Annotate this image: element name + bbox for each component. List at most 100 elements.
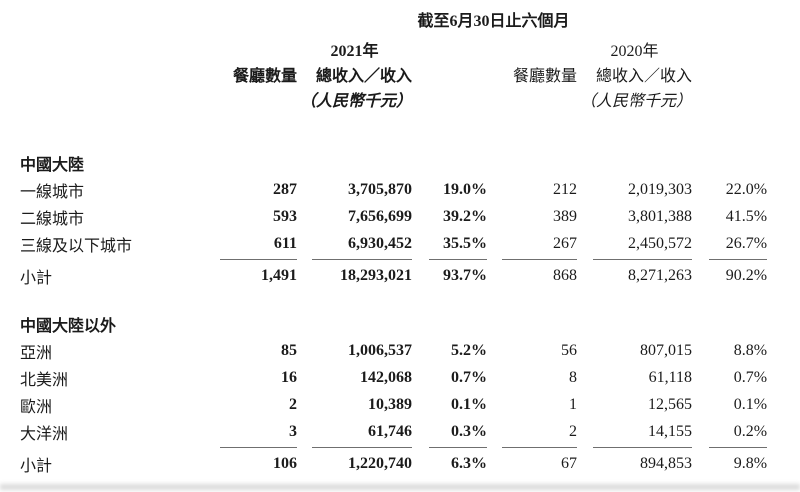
subtotal-rule-line bbox=[429, 447, 487, 448]
subtotal-rule-line bbox=[709, 447, 768, 448]
subtotal-rule-cell bbox=[412, 445, 487, 450]
row-label: 二線城市 bbox=[20, 210, 85, 228]
cell-restaurants-2020: 2 bbox=[569, 422, 577, 440]
subtotal-rule-cell bbox=[487, 257, 577, 262]
empty-cell bbox=[20, 0, 220, 36]
empty-cell bbox=[20, 62, 220, 86]
cell-restaurants-2021: 3 bbox=[289, 422, 297, 440]
empty-cell bbox=[20, 86, 220, 112]
cell-restaurants-2021: 593 bbox=[273, 207, 297, 225]
cell-revenue-pct-2021: 0.1% bbox=[451, 395, 487, 413]
subtotal-rule-cell bbox=[297, 445, 412, 450]
subtotal-restaurants-2021: 106 bbox=[273, 454, 297, 472]
cell-revenue-pct-2021: 19.0% bbox=[443, 180, 487, 198]
subtotal-revenue-2021: 1,220,740 bbox=[348, 454, 412, 472]
empty-cell bbox=[487, 86, 577, 112]
section-header: 中國大陸 bbox=[20, 157, 85, 174]
header-revenue-2020: 總收入／收入 bbox=[595, 68, 692, 85]
cell-restaurants-2021: 611 bbox=[273, 234, 297, 252]
subtotal-restaurants-2021: 1,491 bbox=[261, 266, 297, 284]
revenue-table: 截至6月30日止六個月 2021年 2020年 餐廳數量 總收入／收入 餐廳數量 總收入／收… bbox=[20, 0, 768, 477]
subtotal-rule-cell bbox=[577, 445, 692, 450]
unit-label-2021: （人民幣千元） bbox=[299, 93, 412, 110]
subtotal-rule-cell bbox=[487, 445, 577, 450]
subtotal-revenue-pct-2020: 9.8% bbox=[733, 454, 768, 472]
row-label: 北美洲 bbox=[20, 371, 69, 389]
cell-restaurants-2021: 2 bbox=[289, 395, 297, 413]
table-row: 亞洲 85 1,006,537 5.2% 56 807,015 8.8% bbox=[20, 337, 767, 364]
cell-revenue-2021: 10,389 bbox=[368, 395, 412, 413]
header-restaurants-2021: 餐廳數量 bbox=[232, 68, 297, 85]
empty-cell bbox=[220, 86, 297, 112]
subtotal-label: 小計 bbox=[20, 457, 53, 475]
subtotal-revenue-2020: 894,853 bbox=[640, 454, 692, 472]
section-header-row: 中國大陸 bbox=[20, 150, 767, 176]
cell-revenue-pct-2020: 0.1% bbox=[733, 395, 768, 413]
empty-cell bbox=[412, 62, 487, 86]
empty-cell bbox=[412, 36, 487, 62]
year-label-2020: 2020年 bbox=[610, 43, 659, 60]
empty-cell bbox=[692, 36, 767, 62]
header-revenue-2021: 總收入／收入 bbox=[315, 68, 412, 85]
table-row: 大洋洲 3 61,746 0.3% 2 14,155 0.2% bbox=[20, 418, 767, 445]
cell-revenue-pct-2020: 0.2% bbox=[733, 422, 768, 440]
row-label: 亞洲 bbox=[20, 344, 53, 362]
cell-restaurants-2021: 85 bbox=[281, 341, 297, 359]
subtotal-label: 小計 bbox=[20, 269, 53, 287]
cell-revenue-2020: 807,015 bbox=[640, 341, 692, 359]
column-headers-row: 餐廳數量 總收入／收入 餐廳數量 總收入／收入 bbox=[20, 62, 767, 86]
header-body-spacer bbox=[20, 112, 767, 150]
table-row: 二線城市 593 7,656,699 39.2% 389 3,801,388 41.5% bbox=[20, 203, 767, 230]
subtotal-rule-row bbox=[20, 257, 768, 262]
subtotal-rule-cell bbox=[220, 445, 297, 450]
subtotal-rule-line bbox=[312, 259, 412, 260]
subtotal-rule-cell bbox=[220, 257, 297, 262]
table-row: 歐洲 2 10,389 0.1% 1 12,565 0.1% bbox=[20, 391, 767, 418]
cell-revenue-pct-2020: 41.5% bbox=[725, 207, 768, 225]
subtotal-rule-row bbox=[20, 445, 768, 450]
cell-revenue-pct-2021: 5.2% bbox=[451, 341, 487, 359]
subtotal-restaurants-2020: 67 bbox=[561, 454, 577, 472]
spacer-cell bbox=[20, 289, 767, 311]
subtotal-revenue-pct-2021: 93.7% bbox=[443, 266, 487, 284]
cell-revenue-pct-2021: 39.2% bbox=[443, 207, 487, 225]
section-header-row: 中國大陸以外 bbox=[20, 311, 767, 337]
table-row: 三線及以下城市 611 6,930,452 35.5% 267 2,450,572 26.7… bbox=[20, 230, 767, 257]
subtotal-rule-cell bbox=[577, 257, 692, 262]
bottom-cutoff-artifact bbox=[0, 484, 800, 490]
cell-revenue-pct-2020: 0.7% bbox=[733, 368, 768, 386]
cell-revenue-pct-2021: 0.7% bbox=[451, 368, 487, 386]
section-header: 中國大陸以外 bbox=[20, 318, 117, 335]
cell-restaurants-2021: 16 bbox=[281, 368, 297, 386]
cell-revenue-2021: 3,705,870 bbox=[348, 180, 412, 198]
currency-unit-row: （人民幣千元） （人民幣千元） bbox=[20, 86, 767, 112]
year-labels-row: 2021年 2020年 bbox=[20, 36, 767, 62]
subtotal-rule-line bbox=[312, 447, 412, 448]
subtotal-row: 小計 1,491 18,293,021 93.7% 868 8,271,263 90.2% bbox=[20, 262, 767, 289]
empty-cell bbox=[220, 36, 297, 62]
row-label: 一線城市 bbox=[20, 183, 85, 201]
subtotal-rule-line bbox=[593, 447, 692, 448]
empty-cell bbox=[692, 86, 767, 112]
subtotal-rule-line bbox=[593, 259, 692, 260]
subtotal-rule-cell bbox=[692, 257, 768, 262]
empty-cell bbox=[20, 36, 220, 62]
subtotal-rule-line bbox=[220, 259, 297, 260]
cell-revenue-2021: 1,006,537 bbox=[348, 341, 412, 359]
subtotal-revenue-pct-2021: 6.3% bbox=[451, 454, 487, 472]
subtotal-row: 小計 106 1,220,740 6.3% 67 894,853 9.8% bbox=[20, 450, 767, 477]
empty-cell bbox=[692, 62, 767, 86]
year-label-2021: 2021年 bbox=[330, 43, 379, 60]
cell-revenue-pct-2021: 0.3% bbox=[451, 422, 487, 440]
cell-revenue-2020: 61,118 bbox=[648, 368, 692, 386]
period-title: 截至6月30日止六個月 bbox=[417, 13, 570, 30]
unit-label-2020: （人民幣千元） bbox=[579, 93, 692, 110]
cell-revenue-pct-2020: 26.7% bbox=[725, 234, 768, 252]
empty-cell bbox=[487, 36, 577, 62]
cell-restaurants-2020: 212 bbox=[553, 180, 577, 198]
cell-revenue-2020: 2,019,303 bbox=[628, 180, 692, 198]
empty-cell bbox=[412, 86, 487, 112]
cell-revenue-2021: 7,656,699 bbox=[348, 207, 412, 225]
subtotal-revenue-2021: 18,293,021 bbox=[340, 266, 412, 284]
